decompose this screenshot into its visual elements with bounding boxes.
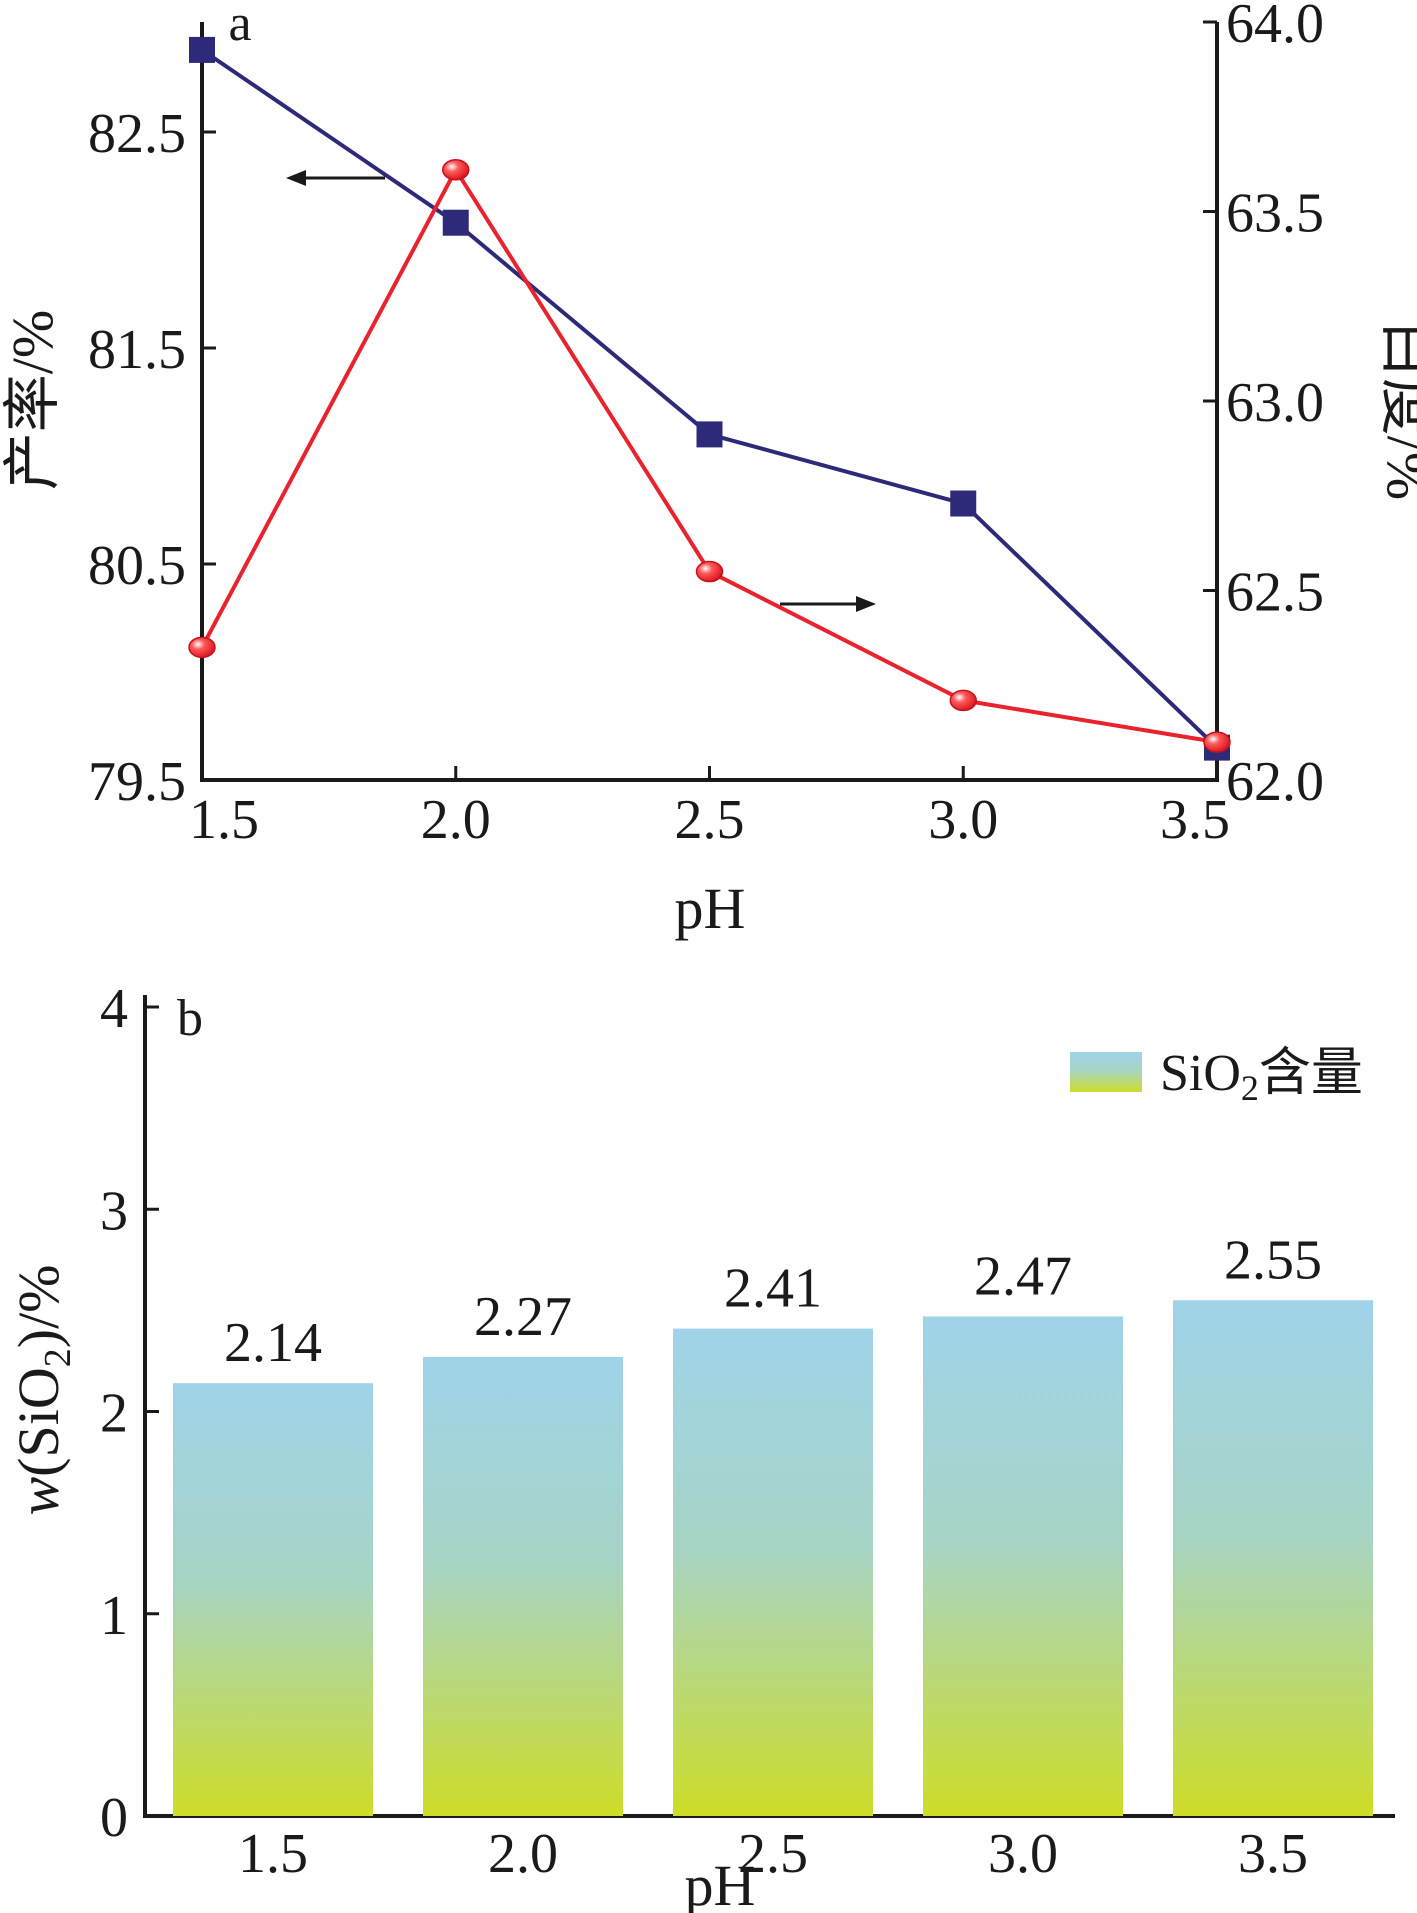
whiteness-line (200, 165, 1218, 745)
bar-value-label: 2.47 (974, 1245, 1072, 1307)
x-tick-label: 2.5 (675, 789, 745, 851)
b-x-ticks: 1.5 2.0 2.5 3.0 3.5 (238, 1823, 1308, 1885)
right-y-tick-label: 64.0 (1226, 0, 1324, 55)
left-y-tick-label: 80.5 (88, 535, 186, 597)
b-y-tick-label: 1 (100, 1585, 128, 1647)
b-x-tick-label: 3.0 (988, 1823, 1058, 1885)
b-y-tick-label: 0 (100, 1787, 128, 1849)
panel-b: 0 1 2 3 4 2.14 2.27 2.41 2.47 2.55 1.5 2.0 2.5 3.0 3… (6, 978, 1395, 1913)
whiteness-point (949, 689, 977, 712)
yield-point (696, 421, 723, 448)
b-x-tick-label: 3.5 (1238, 1823, 1308, 1885)
right-y-tick-label: 62.0 (1226, 751, 1324, 813)
bar (1173, 1300, 1373, 1816)
bar-value-label: 2.41 (724, 1258, 822, 1320)
b-x-tick-label: 1.5 (238, 1823, 308, 1885)
x-axis-title: pH (675, 876, 746, 941)
bar (923, 1316, 1123, 1816)
whiteness-point (188, 636, 216, 659)
b-y-tick-label: 3 (100, 1180, 128, 1242)
right-y-tick-label: 63.0 (1226, 372, 1324, 434)
panel-a: 79.5 80.5 81.5 82.5 62.0 62.5 63.0 63.5 64.0 1.… (0, 0, 1417, 941)
b-y-ticks: 0 1 2 3 4 (100, 978, 159, 1849)
panel-label-a: a (228, 0, 251, 52)
right-y-ticks: 62.0 62.5 63.0 63.5 64.0 (1203, 0, 1324, 813)
yield-point (442, 209, 469, 236)
whiteness-point (442, 159, 470, 181)
b-x-axis-title: pH (685, 1853, 756, 1913)
b-y-axis-title: w(SiO2)/% (6, 1264, 79, 1515)
right-y-axis-title: 白度/% (1375, 320, 1417, 500)
b-x-tick-label: 2.5 (738, 1823, 808, 1885)
left-y-ticks: 79.5 80.5 81.5 82.5 (88, 103, 216, 813)
bar-value-label: 2.55 (1224, 1229, 1322, 1291)
yield-line (200, 48, 1219, 750)
bar-group: 2.14 2.27 2.41 2.47 2.55 (173, 1229, 1373, 1816)
x-tick-label: 3.5 (1160, 789, 1230, 851)
bar (423, 1356, 623, 1816)
whiteness-point (1203, 731, 1231, 753)
left-y-tick-label: 81.5 (88, 319, 186, 381)
yield-point (950, 490, 977, 517)
bar-value-label: 2.14 (224, 1312, 322, 1374)
yield-point (189, 36, 215, 63)
bar (173, 1383, 373, 1816)
legend-swatch (1070, 1052, 1142, 1092)
b-y-tick-label: 4 (100, 978, 128, 1040)
left-y-tick-label: 82.5 (88, 103, 186, 165)
whiteness-point (695, 560, 724, 583)
x-tick-label: 1.5 (189, 789, 259, 851)
bar (673, 1328, 873, 1816)
b-y-tick-label: 2 (100, 1383, 128, 1445)
legend: SiO2含量 (1070, 1045, 1363, 1108)
x-tick-label: 3.0 (928, 789, 998, 851)
x-tick-label: 2.0 (421, 789, 491, 851)
x-ticks: 1.5 2.0 2.5 3.0 3.5 (189, 766, 1230, 851)
right-y-tick-label: 62.5 (1226, 562, 1324, 624)
bar-value-label: 2.27 (474, 1286, 572, 1348)
arrow-to-right-axis (780, 596, 876, 612)
b-x-tick-label: 2.0 (488, 1823, 558, 1885)
arrow-to-left-axis (286, 170, 385, 186)
panel-label-b: b (177, 990, 203, 1047)
legend-label: SiO2含量 (1160, 1045, 1363, 1108)
line-series-group (188, 36, 1231, 761)
right-y-tick-label: 63.5 (1226, 183, 1324, 245)
left-y-tick-label: 79.5 (88, 751, 186, 813)
left-y-axis-title: 产率/% (0, 310, 65, 490)
